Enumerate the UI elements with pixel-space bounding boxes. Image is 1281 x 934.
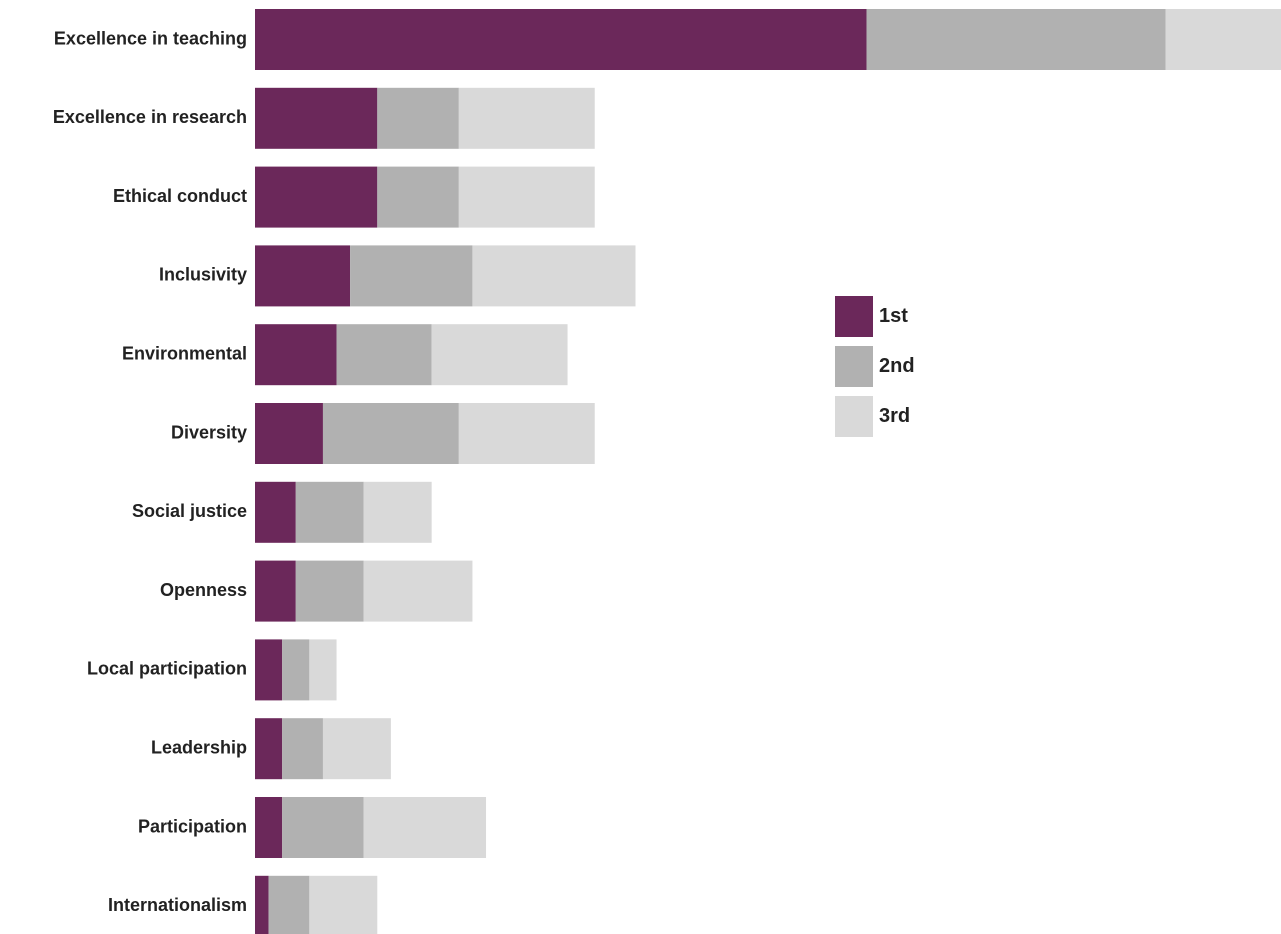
bar-social-justice-3rd [363, 481, 432, 543]
bar-openness-3rd [363, 560, 473, 622]
category-label-diversity: Diversity [171, 422, 247, 442]
legend-swatch-2nd [835, 346, 873, 387]
category-label-ethical-conduct: Ethical conduct [113, 186, 247, 206]
bar-excellence-in-research-3rd [458, 87, 595, 149]
category-label-environmental: Environmental [122, 343, 247, 363]
bar-leadership-2nd [282, 718, 323, 780]
bar-openness-1st [255, 560, 296, 622]
category-label-local-participation: Local participation [87, 659, 247, 679]
bars [255, 9, 1281, 934]
bar-environmental-1st [255, 324, 337, 386]
bar-ethical-conduct-3rd [458, 166, 595, 228]
bar-participation-1st [255, 797, 283, 858]
bar-participation-2nd [282, 797, 364, 858]
bar-environmental-3rd [431, 324, 568, 386]
bar-local-participation-1st [255, 639, 283, 701]
bar-internationalism-3rd [309, 875, 378, 934]
bar-leadership-1st [255, 718, 283, 780]
legend: 1st 2nd 3rd [835, 296, 915, 437]
category-label-excellence-in-research: Excellence in research [53, 107, 247, 127]
bar-excellence-in-teaching-1st [255, 9, 867, 70]
category-labels: Excellence in teaching Excellence in rese… [53, 28, 247, 915]
bar-local-participation-3rd [309, 639, 337, 701]
bar-excellence-in-teaching-3rd [1165, 9, 1281, 70]
legend-label-2nd: 2nd [879, 355, 915, 377]
bar-excellence-in-teaching-2nd [866, 9, 1166, 70]
bar-participation-3rd [363, 797, 487, 858]
bar-internationalism-1st [255, 875, 269, 934]
bar-ethical-conduct-2nd [377, 166, 459, 228]
bar-diversity-3rd [458, 403, 595, 464]
bar-internationalism-2nd [268, 875, 310, 934]
bar-leadership-3rd [322, 718, 391, 780]
category-label-inclusivity: Inclusivity [159, 265, 247, 285]
bar-inclusivity-3rd [472, 245, 636, 307]
bar-inclusivity-2nd [350, 245, 473, 307]
bar-ethical-conduct-1st [255, 166, 378, 228]
legend-label-3rd: 3rd [879, 405, 910, 427]
bar-diversity-1st [255, 403, 323, 464]
category-label-social-justice: Social justice [132, 501, 247, 521]
bar-local-participation-2nd [282, 639, 310, 701]
category-label-participation: Participation [138, 816, 247, 836]
category-label-leadership: Leadership [151, 737, 247, 757]
bar-excellence-in-research-2nd [377, 87, 459, 149]
bar-diversity-2nd [322, 403, 459, 464]
legend-label-1st: 1st [879, 305, 908, 327]
legend-swatch-1st [835, 296, 873, 337]
category-label-internationalism: Internationalism [108, 895, 247, 915]
category-label-excellence-in-teaching: Excellence in teaching [54, 28, 247, 48]
bar-social-justice-1st [255, 481, 296, 543]
bar-social-justice-2nd [295, 481, 364, 543]
bar-inclusivity-1st [255, 245, 351, 307]
bar-excellence-in-research-1st [255, 87, 378, 149]
bar-environmental-2nd [336, 324, 432, 386]
legend-swatch-3rd [835, 396, 873, 437]
category-label-openness: Openness [160, 580, 247, 600]
bar-openness-2nd [295, 560, 364, 622]
